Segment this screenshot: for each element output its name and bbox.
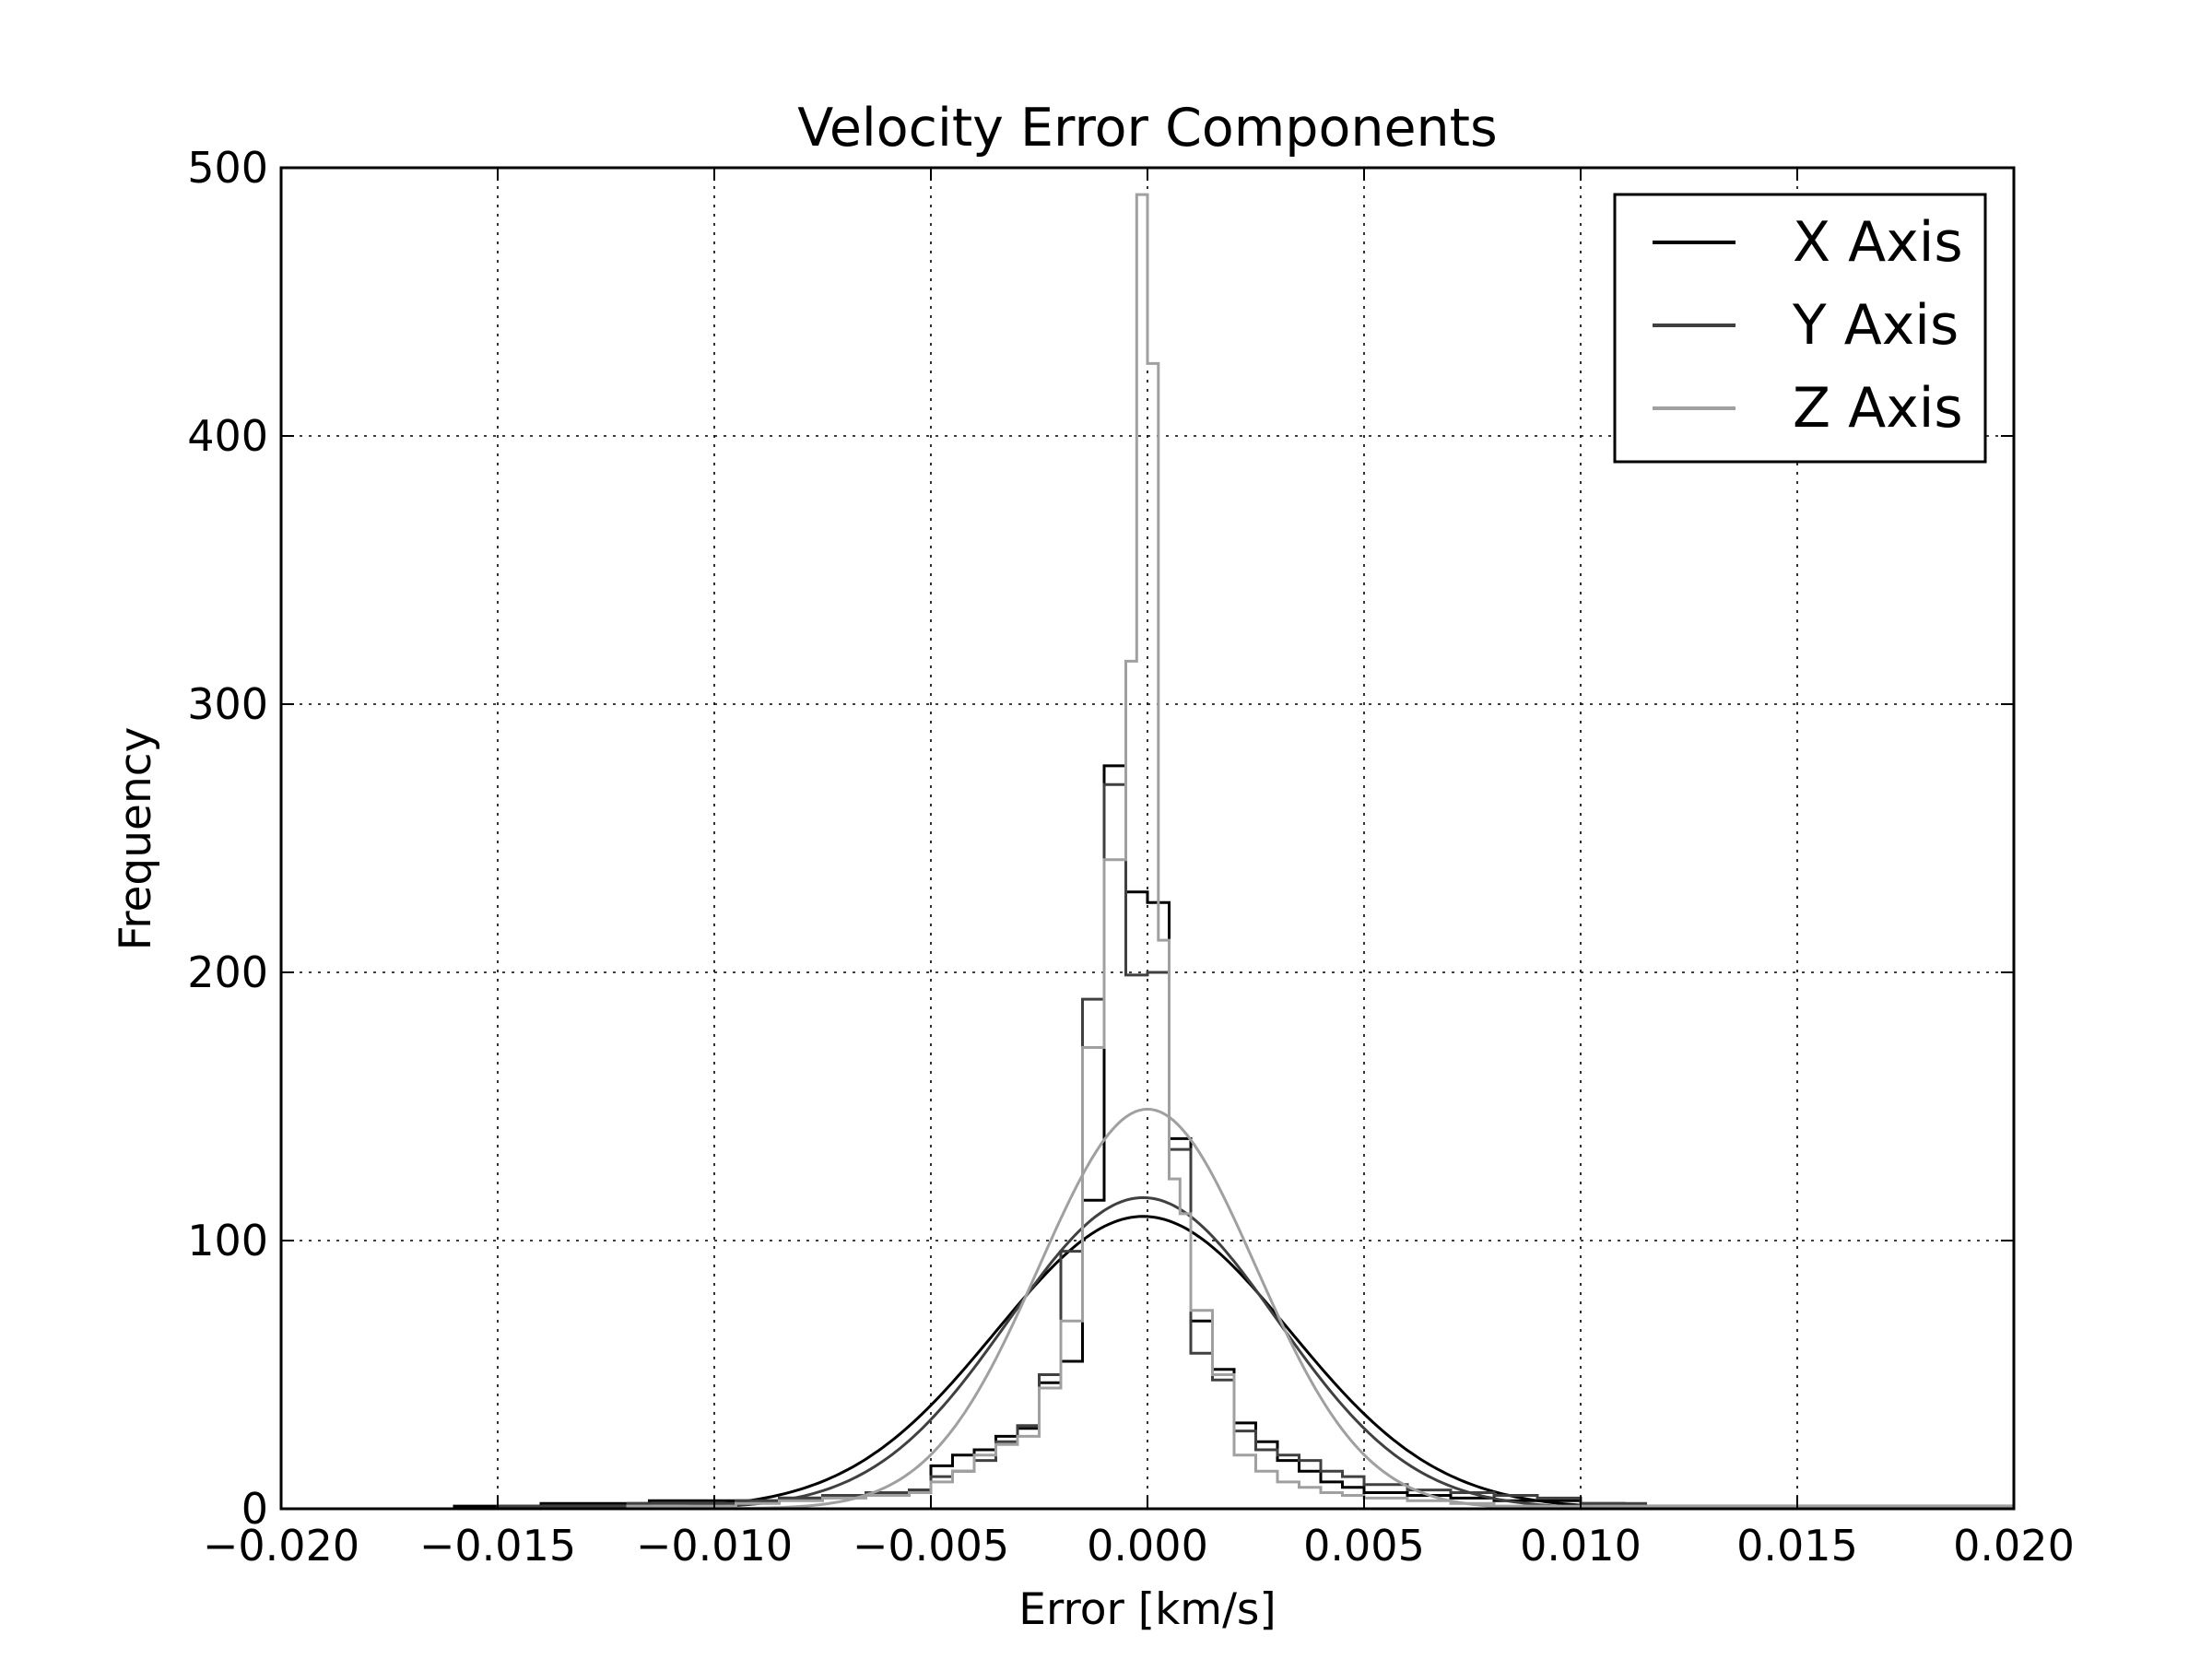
- histogram-y-axis: [281, 782, 2014, 1509]
- x-tick-label: 0.010: [1520, 1521, 1641, 1571]
- legend-box: [1613, 193, 1987, 464]
- x-tick-label: −0.015: [419, 1521, 576, 1571]
- x-tick-label: −0.020: [203, 1521, 359, 1571]
- y-tick-label: 400: [187, 411, 268, 461]
- x-tick-label: 0.000: [1087, 1521, 1208, 1571]
- y-tick-label: 500: [187, 143, 268, 193]
- x-tick-label: 0.005: [1303, 1521, 1425, 1571]
- y-tick-label: 100: [187, 1216, 268, 1265]
- legend-label-x-axis: X Axis: [1793, 210, 1963, 275]
- legend: X Axis Y Axis Z Axis: [1613, 193, 1987, 464]
- fit-curve-y-axis: [281, 1195, 2014, 1509]
- y-tick-label: 0: [241, 1484, 268, 1534]
- x-tick-label: −0.005: [853, 1521, 1009, 1571]
- fit-curve-z-axis: [281, 1107, 2014, 1509]
- histogram-z-axis: [281, 193, 2014, 1509]
- y-tick-label: 300: [187, 679, 268, 729]
- legend-label-z-axis: Z Axis: [1793, 376, 1963, 441]
- grid: [281, 168, 2014, 1509]
- x-axis-label: Error [km/s]: [1018, 1584, 1277, 1635]
- legend-label-y-axis: Y Axis: [1792, 293, 1959, 358]
- y-axis-label: Frequency: [111, 727, 161, 951]
- axis-ticks: −0.020 −0.015 −0.010 −0.005 0.000 0.005 0.010 0…: [187, 143, 2075, 1571]
- y-tick-label: 200: [187, 947, 268, 997]
- x-tick-label: 0.015: [1736, 1521, 1858, 1571]
- x-tick-label: −0.010: [636, 1521, 793, 1571]
- chart-title: Velocity Error Components: [797, 98, 1497, 159]
- x-tick-label: 0.020: [1953, 1521, 2075, 1571]
